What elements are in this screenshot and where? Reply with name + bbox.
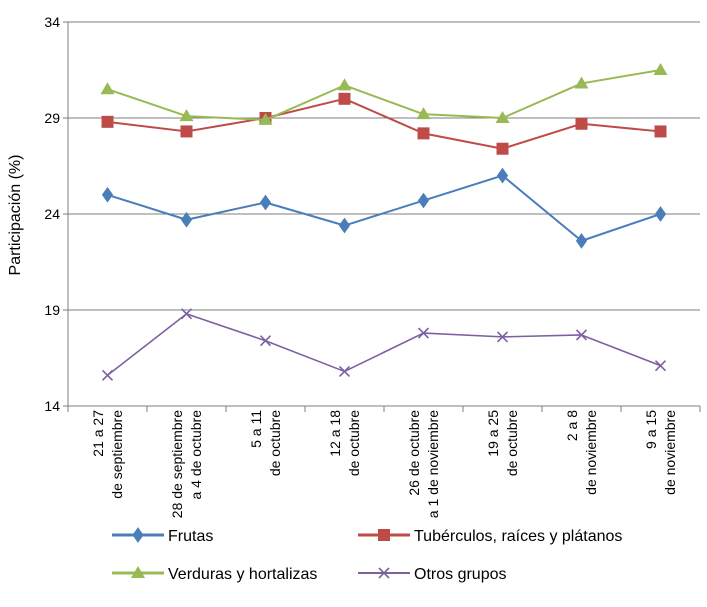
- x-tick-label-line: a 4 de octubre: [188, 410, 204, 500]
- x-tick-label-line: 5 a 11: [248, 410, 264, 448]
- data-point: [575, 117, 588, 130]
- axes: 14 19 24 29 34: [44, 14, 701, 414]
- data-point: [417, 192, 430, 209]
- data-point: [338, 365, 351, 378]
- x-tick-label-line: 12 a 18: [327, 410, 343, 457]
- x-tick-label-line: 28 de septiembre: [169, 410, 185, 518]
- data-point: [259, 335, 272, 347]
- series-2: [100, 63, 668, 125]
- y-tick-label: 19: [44, 302, 60, 318]
- x-tick-label: 19 a 25 de octubre: [485, 410, 520, 476]
- data-point: [180, 125, 193, 138]
- series-3: [101, 308, 667, 381]
- x-tick-label-line: a 1 de noviembre: [425, 410, 441, 518]
- data-point: [654, 125, 667, 138]
- data-point: [575, 329, 588, 341]
- y-tick-label: 24: [44, 206, 60, 222]
- series-line: [107, 174, 661, 242]
- data-point: [496, 167, 509, 184]
- x-tick-label: 5 a 11 de octubre: [248, 410, 283, 476]
- legend-item: Verduras y hortalizas: [112, 566, 317, 583]
- legend-item: Tubérculos, raíces y plátanos: [358, 528, 622, 545]
- x-tick-label-line: de octubre: [346, 410, 362, 476]
- legend-label: Verduras y hortalizas: [168, 566, 317, 583]
- y-tick-label: 14: [44, 398, 60, 414]
- data-point: [101, 186, 114, 203]
- x-tick-label: 12 a 18 de octubre: [327, 410, 362, 476]
- x-tick-label: 26 de octubre a 1 de noviembre: [406, 410, 441, 518]
- x-tick-label-line: 9 a 15: [643, 410, 659, 449]
- data-point: [416, 107, 431, 120]
- data-point: [180, 308, 193, 320]
- x-tick-label-line: de septiembre: [109, 410, 125, 499]
- x-tick-label: 28 de septiembre a 4 de octubre: [169, 410, 204, 518]
- legend-item: Otros grupos: [358, 566, 506, 583]
- series-1: [101, 92, 667, 155]
- data-point: [338, 217, 351, 234]
- y-axis-title: Participación (%): [7, 155, 24, 276]
- data-point: [653, 63, 668, 75]
- data-point: [496, 142, 509, 155]
- x-tick-label: 9 a 15 de noviembre: [643, 410, 678, 495]
- data-point: [654, 206, 667, 222]
- data-point: [654, 360, 667, 372]
- series-line: [107, 313, 661, 376]
- legend-marker: [131, 566, 145, 578]
- data-point: [259, 194, 272, 211]
- x-tick-label-line: de octubre: [504, 410, 520, 476]
- data-point: [258, 112, 273, 125]
- series-lines: [100, 63, 668, 381]
- data-point: [495, 111, 510, 123]
- legend: Frutas Tubérculos, raíces y plátanos Verdu…: [112, 527, 622, 583]
- x-tick-label-line: 21 a 27: [90, 410, 106, 457]
- data-point: [100, 82, 115, 95]
- data-point: [417, 327, 430, 339]
- legend-marker: [132, 527, 144, 543]
- series-line: [107, 69, 661, 121]
- x-tick-label-line: 2 a 8: [564, 410, 580, 441]
- x-tick-label-line: de noviembre: [662, 410, 678, 495]
- data-point: [101, 369, 114, 381]
- x-tick-label-line: 19 a 25: [485, 410, 501, 457]
- x-tick-label-line: de noviembre: [583, 410, 599, 495]
- legend-label: Otros grupos: [414, 566, 506, 583]
- legend-label: Frutas: [168, 528, 213, 545]
- legend-label: Tubérculos, raíces y plátanos: [414, 528, 622, 545]
- data-point: [338, 92, 351, 105]
- data-point: [496, 331, 509, 343]
- x-tick-label: 21 a 27 de septiembre: [90, 410, 125, 499]
- legend-item: Frutas: [112, 527, 213, 545]
- y-tick-label: 29: [44, 110, 60, 126]
- series-0: [101, 167, 667, 249]
- x-tick-label: 2 a 8 de noviembre: [564, 410, 599, 495]
- x-tick-label-line: de octubre: [267, 410, 283, 476]
- data-point: [417, 127, 430, 140]
- data-point: [575, 233, 588, 249]
- x-tick-labels: 21 a 27 de septiembre 28 de septiembre a 4 …: [90, 410, 678, 518]
- data-point: [574, 76, 589, 89]
- series-line: [107, 97, 661, 150]
- legend-marker: [378, 529, 390, 541]
- data-point: [179, 109, 194, 122]
- y-tick-label: 34: [44, 14, 60, 30]
- data-point: [180, 211, 193, 228]
- data-point: [101, 115, 114, 128]
- x-tick-label-line: 26 de octubre: [406, 410, 422, 496]
- data-point: [337, 78, 352, 91]
- legend-marker: [378, 567, 390, 579]
